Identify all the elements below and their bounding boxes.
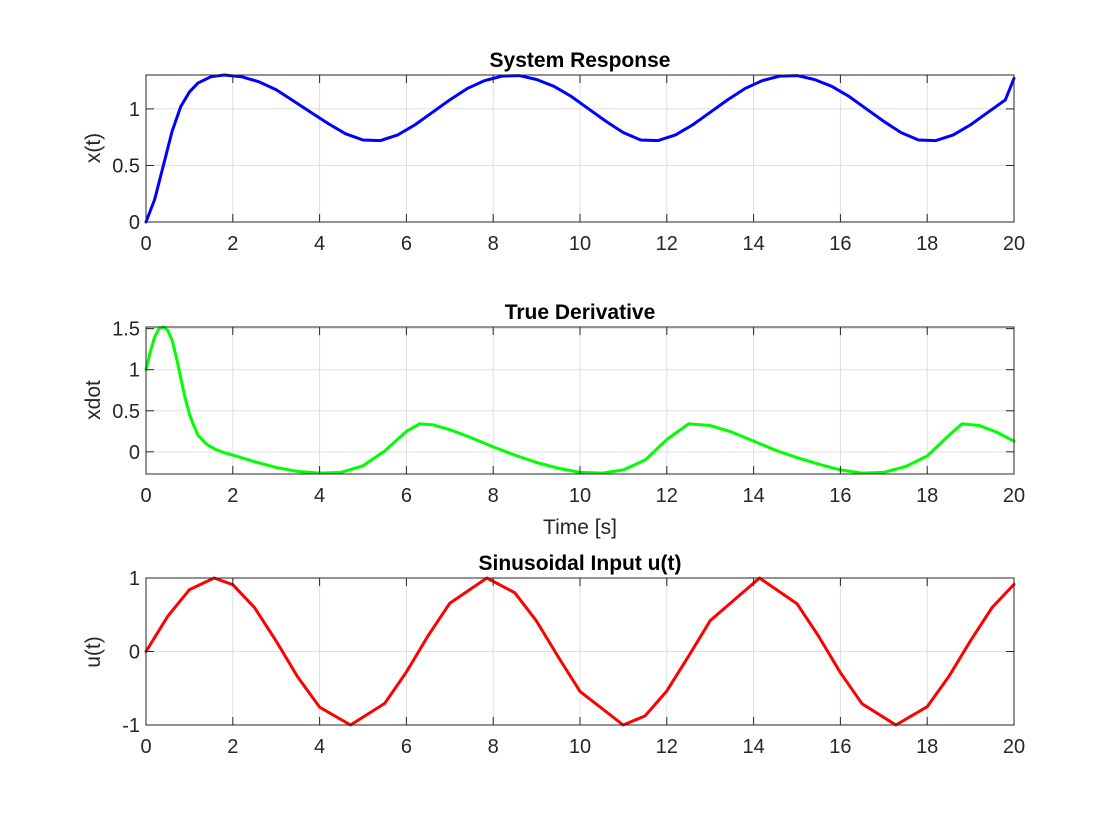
y-axis-label: xdot: [82, 380, 105, 420]
panel-title: Sinusoidal Input u(t): [479, 552, 682, 575]
x-tick-label: 20: [1003, 736, 1025, 758]
x-tick-label: 4: [314, 485, 325, 507]
y-tick-label: 1.5: [112, 319, 140, 341]
y-tick-label: -1: [122, 715, 140, 737]
x-tick-label: 12: [656, 736, 678, 758]
x-tick-label: 2: [227, 233, 238, 255]
x-tick-label: 16: [829, 485, 851, 507]
y-tick-label: 0: [129, 642, 140, 664]
panel-true-derivative: True Derivative xdot Time [s] 0 2 4 6 8 10 12 1…: [82, 301, 1025, 539]
x-tick-label: 12: [656, 485, 678, 507]
x-tick-label: 2: [227, 736, 238, 758]
x-tick-label: 10: [569, 485, 591, 507]
x-tick-label: 0: [140, 485, 151, 507]
x-tick-label: 18: [916, 233, 938, 255]
x-tick-label: 14: [742, 736, 764, 758]
panel-sinusoidal-input: Sinusoidal Input u(t) u(t) 0 2 4 6 8 10 12 14 16…: [82, 552, 1025, 758]
x-tick-label: 12: [656, 233, 678, 255]
x-tick-label: 4: [314, 233, 325, 255]
series-line: [144, 576, 1016, 727]
panel-title: True Derivative: [505, 301, 656, 324]
x-tick-label: 20: [1003, 233, 1025, 255]
x-tick-label: 20: [1003, 485, 1025, 507]
plot-area: [144, 576, 1016, 727]
x-tick-label: 0: [140, 736, 151, 758]
x-tick-label: 18: [916, 736, 938, 758]
x-tick-label: 16: [829, 736, 851, 758]
y-tick-label: 0.5: [112, 155, 140, 177]
x-tick-label: 0: [140, 233, 151, 255]
y-tick-label: 0: [129, 442, 140, 464]
x-tick-label: 8: [488, 485, 499, 507]
plot-area: [144, 325, 1016, 475]
panel-title: System Response: [490, 49, 671, 72]
x-tick-label: 14: [742, 233, 764, 255]
x-tick-label: 16: [829, 233, 851, 255]
y-axis-label: u(t): [82, 636, 105, 668]
y-tick-label: 1: [129, 360, 140, 382]
x-tick-label: 18: [916, 485, 938, 507]
y-tick-label: 1: [129, 99, 140, 121]
y-tick-label: 0.5: [112, 401, 140, 423]
series-line: [144, 73, 1016, 224]
y-tick-label: 0: [129, 212, 140, 234]
y-axis-label: x(t): [82, 133, 105, 163]
x-tick-label: 8: [488, 233, 499, 255]
x-tick-label: 6: [401, 736, 412, 758]
y-tick-label: 1: [129, 568, 140, 590]
x-axis-label: Time [s]: [543, 516, 617, 539]
plot-area: [144, 73, 1016, 224]
x-tick-label: 2: [227, 485, 238, 507]
x-tick-label: 10: [569, 736, 591, 758]
x-tick-label: 14: [742, 485, 764, 507]
x-tick-label: 4: [314, 736, 325, 758]
x-tick-label: 6: [401, 485, 412, 507]
x-tick-label: 8: [488, 736, 499, 758]
panel-system-response: System Response x(t) 0 2 4 6 8 10 12 14 16 18 20 0 0…: [82, 49, 1025, 255]
x-tick-label: 10: [569, 233, 591, 255]
x-tick-label: 6: [401, 233, 412, 255]
